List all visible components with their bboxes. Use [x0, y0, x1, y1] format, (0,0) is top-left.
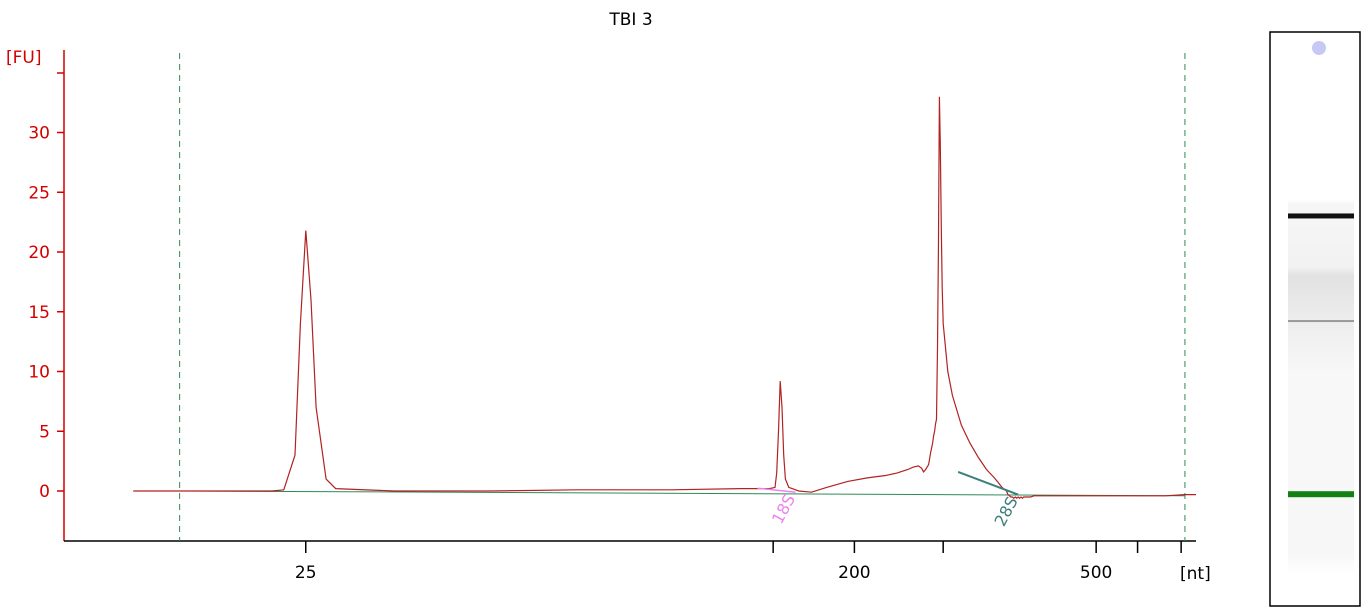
trace-line — [133, 96, 1196, 500]
plot-area: [FU] 0 5 10 15 20 25 30 25 200 500 [nt] 18S 28S — [6, 48, 1211, 584]
y-tick-label: 0 — [39, 482, 50, 502]
y-tick-label: 25 — [28, 183, 50, 203]
gel-lane-background — [1288, 128, 1354, 576]
y-tick-label: 15 — [28, 303, 50, 323]
y-tick-label: 5 — [39, 422, 50, 442]
chart-title: TBI 3 — [608, 10, 652, 30]
marker-28s-label: 28S — [991, 494, 1022, 530]
marker-18s-label: 18S — [768, 491, 799, 527]
x-tick-label: 200 — [838, 563, 870, 583]
y-tick-label: 30 — [28, 124, 50, 144]
gel-band — [1288, 491, 1354, 498]
gel-band — [1288, 213, 1354, 219]
gel-well-dot — [1312, 41, 1326, 55]
y-tick-label: 10 — [28, 363, 50, 383]
gel-band — [1288, 320, 1354, 323]
x-tick-label: 500 — [1080, 563, 1112, 583]
x-axis-label: [nt] — [1180, 564, 1211, 584]
y-axis-label: [FU] — [6, 48, 42, 68]
marker-28s-line — [957, 470, 1019, 496]
y-tick-label: 20 — [28, 243, 50, 263]
marker-18s-line — [757, 487, 796, 493]
gel-lane — [1269, 31, 1361, 607]
baseline — [188, 490, 1185, 497]
x-tick-label: 25 — [295, 563, 317, 583]
